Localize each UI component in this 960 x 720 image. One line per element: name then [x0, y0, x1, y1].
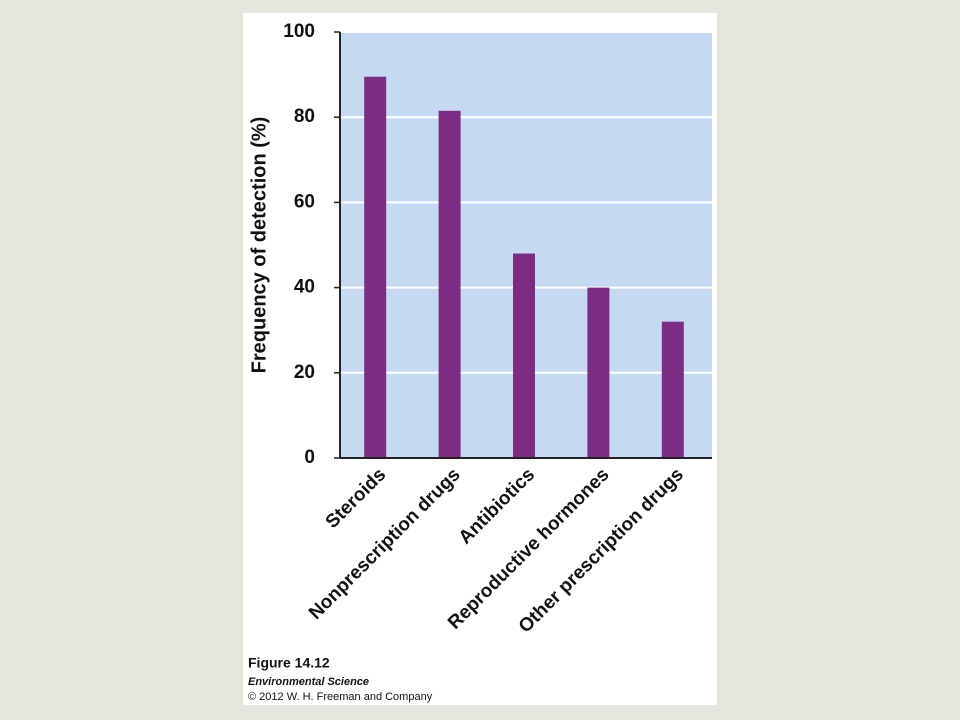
y-tick-label: 100 — [283, 21, 315, 42]
figure-number: Figure 14.12 — [248, 655, 330, 671]
bar — [364, 76, 387, 458]
y-axis-label: Frequency of detection (%) — [248, 117, 270, 374]
book-title: Environmental Science — [248, 676, 369, 688]
bar — [661, 321, 684, 458]
copyright: © 2012 W. H. Freeman and Company — [248, 691, 433, 703]
bar — [438, 110, 461, 458]
bar — [587, 287, 610, 458]
y-tick-label: 40 — [294, 277, 315, 298]
y-tick-label: 80 — [294, 106, 315, 127]
y-tick-label: 20 — [294, 362, 315, 383]
bar — [513, 253, 535, 458]
y-tick-label: 60 — [294, 191, 315, 212]
y-tick-label: 0 — [304, 447, 315, 468]
